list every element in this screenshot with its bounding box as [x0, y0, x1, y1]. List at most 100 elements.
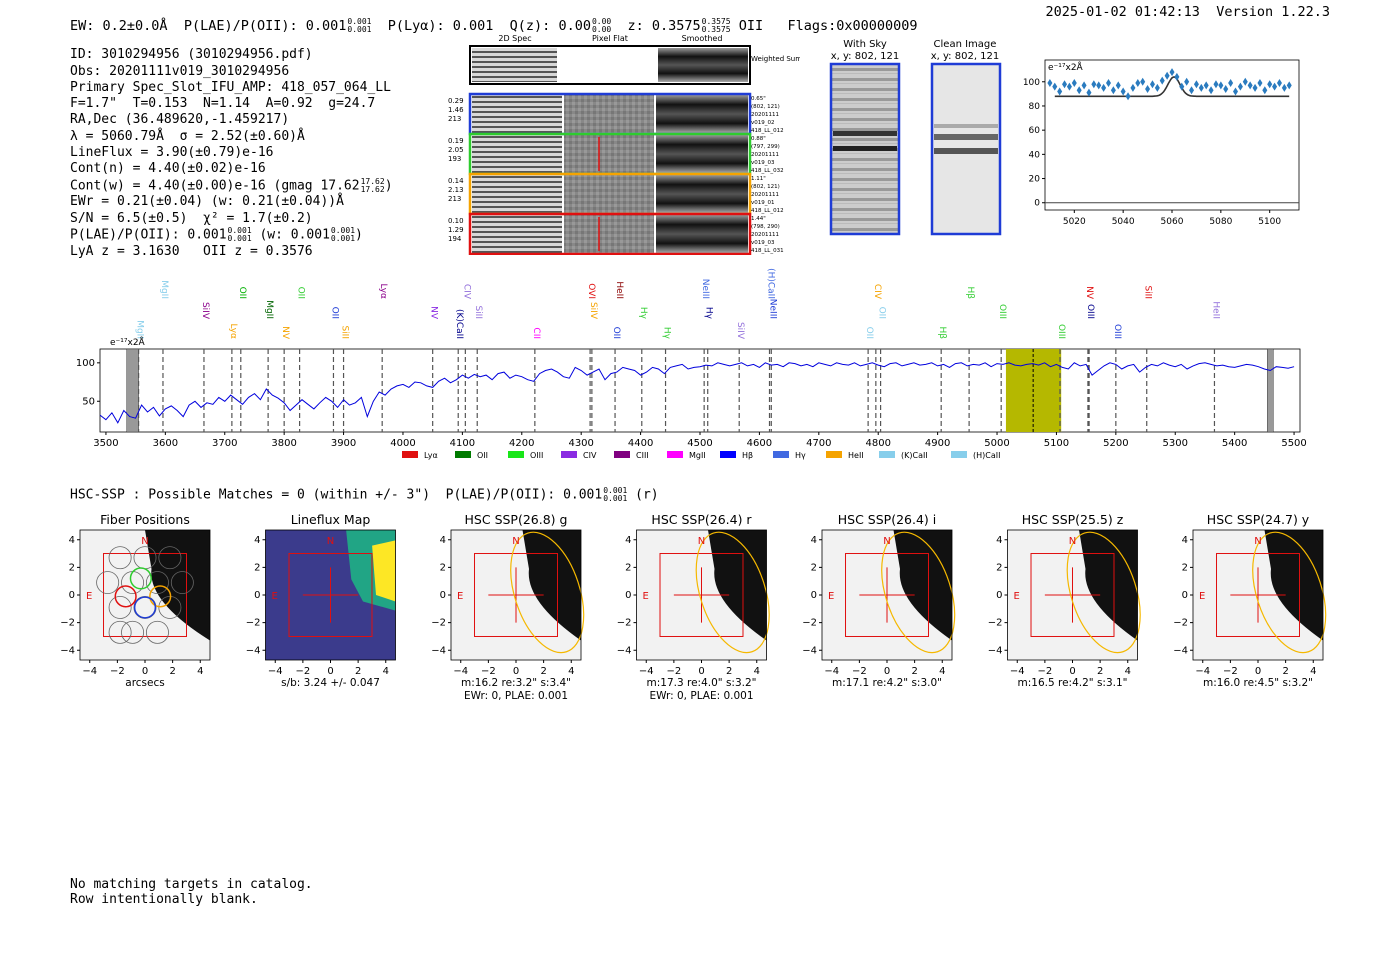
cutout-meta: 0.65" — [751, 96, 766, 102]
zoom-data-point — [1281, 83, 1287, 92]
legend-swatch — [773, 451, 789, 458]
spectrum-xtick-label: 4800 — [865, 438, 890, 449]
zoom-data-point — [1247, 81, 1253, 90]
cutout-meta: 418_LL_031 — [751, 248, 784, 254]
spectrum-line-label: SiII — [340, 325, 350, 339]
stamp-xtick-label: −2 — [1038, 666, 1053, 677]
zoom-xtick-label: 5060 — [1161, 217, 1184, 227]
stamp-north-label: N — [1254, 536, 1261, 547]
spectrum-xtick-label: 4000 — [390, 438, 415, 449]
zoom-xtick-label: 5040 — [1112, 217, 1135, 227]
spectrum-ytick-label: 100 — [76, 358, 95, 369]
stamp-lineflux-peak — [372, 540, 396, 602]
stamp-ytick-label: 4 — [440, 535, 446, 546]
spectrum-line-label: (H)CaII — [766, 268, 776, 299]
cutout-meta: v019_02 — [751, 120, 775, 126]
stamp-xtick-label: −2 — [110, 666, 125, 677]
stamp-galaxy-ellipse — [881, 531, 956, 654]
stamp-caption-2: EWr: 0, PLAE: 0.001 — [649, 690, 753, 702]
zoom-data-point — [1145, 85, 1151, 94]
fiber-circle — [108, 620, 132, 644]
header-z-frac: 0.3575 0.3575 — [701, 17, 731, 34]
spectrum-xtick-label: 4200 — [509, 438, 534, 449]
stamp-ytick-label: 2 — [1182, 562, 1188, 573]
legend-swatch — [720, 451, 736, 458]
spectrum-xtick-label: 4400 — [628, 438, 653, 449]
legend-label: OII — [477, 451, 488, 460]
stamp-xtick-label: 2 — [540, 666, 546, 677]
cutout-meta: v019_03 — [751, 240, 775, 246]
info-contw: Cont(w) = 4.40(±0.00)e-16 (gmag 17.62 17.… — [70, 176, 393, 194]
info-id: ID: 3010294956 (3010294956.pdf) — [70, 47, 313, 63]
spectrum-line-label: NV — [429, 306, 439, 320]
spectrum-line-label: OVI — [586, 283, 596, 299]
cutout-meta: (802, 121) — [751, 184, 780, 190]
legend-swatch — [951, 451, 967, 458]
stamp-xtick-label: −4 — [268, 666, 283, 677]
stamp-north-label: N — [141, 536, 148, 547]
zoom-data-point — [1252, 83, 1258, 92]
stamp-aperture-box — [288, 553, 373, 637]
stamp-north-label: N — [698, 536, 705, 547]
cutout-meta: 1.44" — [751, 216, 766, 222]
header-plya: P(Lyα): 0.001 — [387, 18, 494, 34]
stamp-ytick-label: 4 — [811, 535, 817, 546]
stamp-ytick-label: 4 — [996, 535, 1002, 546]
zoom-ytick-label: 40 — [1029, 150, 1041, 160]
info-primary: Primary Spec_Slot_IFU_AMP: 418_057_064_L… — [70, 79, 391, 95]
cutout-2d-spec — [472, 135, 562, 173]
zoom-data-point — [1242, 77, 1248, 86]
cutout-weight: 0.10 — [448, 217, 464, 225]
zoom-data-point — [1159, 76, 1165, 85]
zoom-data-point — [1125, 92, 1131, 101]
col-2d-spec: 2D Spec — [498, 34, 531, 43]
stamp-xtick-label: 4 — [383, 666, 389, 677]
legend-label: (H)CaII — [973, 451, 1000, 460]
stamp-east-label: E — [1199, 591, 1205, 602]
imaging-stamps-row: Fiber Positions N E 4 2 0 −2 −4 −4 −2 0 2 4 arcsecs Li… — [60, 512, 1327, 702]
stamp-title: Fiber Positions — [100, 512, 190, 527]
spectrum-line-label: CIV — [872, 284, 882, 300]
stamp-ytick-label: 2 — [254, 562, 260, 573]
zoom-data-point — [1179, 82, 1185, 91]
spectrum-line-label: NV — [280, 326, 290, 340]
cutout-pixel-flat — [564, 215, 654, 253]
zoom-data-point — [1135, 78, 1141, 87]
stamp-aperture-box — [474, 553, 558, 637]
spectrum-line-label: OII — [611, 327, 621, 339]
stamp-xtick-label: 2 — [1097, 666, 1103, 677]
zoom-xtick-label: 5080 — [1209, 217, 1232, 227]
zoom-data-point — [1276, 78, 1282, 87]
timestamp: 2025-01-02 01:42:13 — [1045, 4, 1200, 20]
zoom-data-point — [1106, 78, 1111, 87]
stamp-ytick-label: −2 — [1173, 618, 1188, 629]
legend-swatch — [879, 451, 895, 458]
stamp-ytick-label: −4 — [617, 645, 632, 656]
hsc-ssp-summary: HSC-SSP : Possible Matches = 0 (within +… — [70, 486, 659, 503]
zoom-unit-label: e⁻¹⁷x2Å — [1048, 61, 1084, 73]
spectrum-line-label: MgII — [135, 320, 145, 339]
cutout-smoothed — [656, 175, 748, 213]
zoom-data-point — [1218, 81, 1224, 90]
legend-label: Lyα — [424, 451, 438, 460]
spectrum-unit-label: e⁻¹⁷x2Å — [110, 336, 146, 348]
spectrum-xtick-label: 4600 — [747, 438, 772, 449]
stamp-xtick-label: 2 — [726, 666, 732, 677]
fiber-highlight — [114, 585, 137, 608]
clean-band-2 — [934, 134, 998, 140]
spectrum-xtick-label: 5500 — [1281, 438, 1306, 449]
header-summary: EW: 0.2±0.0Å P(LAE)/P(OII): 0.001 0.001 0.… — [70, 2, 918, 35]
spectrum-line-label: OII — [864, 327, 874, 339]
spectrum-xtick-label: 5000 — [984, 438, 1009, 449]
cutout-2d-spec — [472, 95, 562, 133]
stamp-panel: Fiber Positions N E 4 2 0 −2 −4 −4 −2 0 2 4 arcsecs — [60, 512, 211, 689]
spectrum-xtick-label: 4100 — [450, 438, 475, 449]
spectrum-masked-region — [1267, 348, 1274, 433]
fiber-circle — [145, 620, 169, 644]
spectrum-line-label: NeIII — [700, 279, 710, 299]
